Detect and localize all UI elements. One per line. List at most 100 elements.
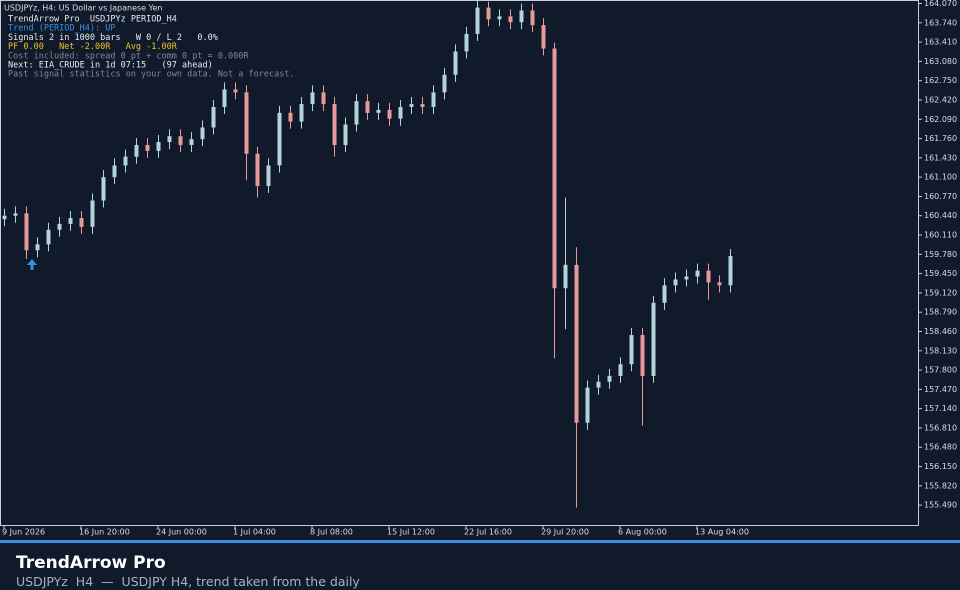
y-tick-label: 159.120 <box>924 288 957 297</box>
x-tick-label: 6 Aug 00:00 <box>618 528 667 537</box>
signal-arrow <box>27 259 37 270</box>
candle-body <box>277 112 282 166</box>
x-tick-label: 22 Jul 16:00 <box>464 528 512 537</box>
candle-body <box>24 213 29 251</box>
candle-body <box>530 10 535 26</box>
annotation: Trend (PERIOD_H4): UP <box>8 24 115 34</box>
y-tick-label: 156.150 <box>924 462 957 471</box>
candle-body <box>651 302 656 376</box>
candle-body <box>2 215 7 220</box>
candle-body <box>563 264 568 289</box>
y-tick-label: 157.470 <box>924 385 957 394</box>
candle-body <box>310 92 315 105</box>
y-tick-label: 161.100 <box>924 173 957 182</box>
x-tick-label: 24 Jun 00:00 <box>156 528 207 537</box>
y-tick-label: 163.080 <box>924 57 957 66</box>
candle-body <box>519 10 524 23</box>
candle-body <box>46 229 51 245</box>
y-tick-label: 163.410 <box>924 38 957 47</box>
footer-subtitle: USDJPYz H4 — USDJPY H4, trend taken from… <box>16 574 360 589</box>
annotation: Next: EIA_CRUDE in 1d 07:15 (97 ahead) <box>8 61 213 71</box>
x-tick-label: 1 Jul 04:00 <box>233 528 276 537</box>
candle-body <box>640 334 645 376</box>
candle-body <box>486 7 491 20</box>
candle-body <box>167 136 172 143</box>
candle-body <box>475 7 480 34</box>
candle-body <box>662 285 667 303</box>
candle-body <box>585 387 590 423</box>
candle-body <box>607 375 612 382</box>
candle-body <box>376 109 381 113</box>
candle-body <box>178 136 183 145</box>
candle-body <box>409 104 414 107</box>
annotation: TrendArrow Pro USDJPYz PERIOD_H4 <box>8 15 177 25</box>
y-tick-label: 163.740 <box>924 18 957 27</box>
candle-body <box>101 177 106 201</box>
candle-body <box>68 218 73 224</box>
candle-body <box>332 104 337 145</box>
candle-body <box>706 270 711 283</box>
candle-body <box>541 25 546 49</box>
candle-body <box>618 364 623 376</box>
y-tick-label: 161.760 <box>924 134 957 143</box>
annotation: Signals 2 in 1000 bars W 0 / L 2 0.0% <box>8 33 218 43</box>
candle-body <box>442 74 447 93</box>
candle-body <box>398 106 403 119</box>
x-tick-label: 9 Jun 2026 <box>2 528 45 537</box>
candle-body <box>13 213 18 216</box>
candle-body <box>288 112 293 122</box>
candle-body <box>123 156 128 166</box>
y-tick-label: 162.750 <box>924 76 957 85</box>
candle-body <box>354 101 359 125</box>
x-tick-label: 13 Aug 04:00 <box>695 528 749 537</box>
y-tick-label: 158.460 <box>924 327 957 336</box>
y-tick-label: 158.130 <box>924 346 957 355</box>
candle-body <box>35 244 40 251</box>
candle-body <box>200 127 205 140</box>
candle-body <box>244 92 249 154</box>
candle-body <box>420 104 425 107</box>
footer-title: TrendArrow Pro <box>16 553 166 573</box>
candle-body <box>343 124 348 145</box>
candle-body <box>431 92 436 107</box>
candle-body <box>266 165 271 186</box>
footer: TrendArrow Pro USDJPYz H4 — USDJPY H4, t… <box>0 540 960 590</box>
y-tick-label: 157.800 <box>924 366 957 375</box>
y-tick-label: 157.140 <box>924 404 957 413</box>
y-tick-label: 158.790 <box>924 308 957 317</box>
y-tick-label: 155.490 <box>924 501 957 510</box>
candle-body <box>90 200 95 227</box>
y-tick-label: 161.430 <box>924 153 957 162</box>
candle-body <box>211 106 216 128</box>
candle-body <box>222 89 227 107</box>
candle-body <box>552 48 557 289</box>
candle-body <box>365 101 370 113</box>
x-tick-label: 16 Jun 20:00 <box>79 528 130 537</box>
candle-body <box>695 270 700 277</box>
candle-body <box>145 144 150 151</box>
candle-body <box>387 109 392 119</box>
candle-body <box>134 144 139 157</box>
y-tick-label: 155.820 <box>924 481 957 490</box>
candle-body <box>112 165 117 178</box>
candle-body <box>596 381 601 388</box>
x-tick-label: 15 Jul 12:00 <box>387 528 435 537</box>
y-tick-label: 160.110 <box>924 231 957 240</box>
plot-frame <box>0 0 919 526</box>
y-tick-label: 162.420 <box>924 95 957 104</box>
y-tick-label: 156.810 <box>924 423 957 432</box>
y-tick-label: 159.450 <box>924 269 957 278</box>
candle-body <box>156 142 161 151</box>
y-tick-label: 156.480 <box>924 443 957 452</box>
x-tick-label: 29 Jul 20:00 <box>541 528 589 537</box>
chart: USDJPYz, H4: US Dollar vs Japanese Yen 1… <box>0 0 957 537</box>
annotation: Past signal statistics on your own data.… <box>8 70 295 80</box>
y-tick-label: 162.090 <box>924 115 957 124</box>
candle-body <box>508 16 513 23</box>
y-tick-label: 160.770 <box>924 192 957 201</box>
y-tick-label: 160.440 <box>924 211 957 220</box>
candle-body <box>299 104 304 122</box>
y-tick-label: 159.780 <box>924 250 957 259</box>
x-tick-label: 8 Jul 08:00 <box>310 528 353 537</box>
candle-body <box>233 89 238 93</box>
